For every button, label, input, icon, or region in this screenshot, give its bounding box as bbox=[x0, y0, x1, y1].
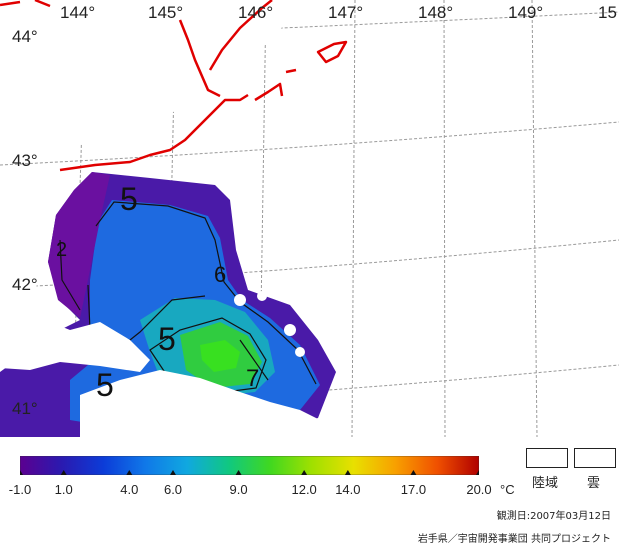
contour-label: 6 bbox=[214, 262, 226, 287]
cloud-cover bbox=[0, 0, 330, 437]
latitude-label: 44° bbox=[12, 27, 38, 46]
contour-label: 2 bbox=[56, 239, 67, 261]
longitude-label: 149° bbox=[508, 3, 544, 22]
longitude-label: 147° bbox=[328, 3, 364, 22]
contour-label: 5 bbox=[120, 181, 138, 217]
longitude-label: 145° bbox=[148, 3, 184, 22]
sst-warm-core bbox=[200, 340, 240, 372]
latitude-label: 42° bbox=[12, 275, 38, 294]
colorbar-tick-label: -1.0 bbox=[8, 482, 32, 497]
colorbar-tick-mark bbox=[410, 470, 417, 475]
colorbar-tick-mark bbox=[126, 470, 133, 475]
colorbar-tick-mark bbox=[476, 470, 479, 475]
contour-label: 7 bbox=[246, 365, 259, 392]
colorbar-tick-mark bbox=[20, 470, 23, 475]
temperature-colorbar bbox=[20, 456, 479, 475]
land-legend-label: 陸域 bbox=[532, 476, 559, 491]
land-legend-swatch bbox=[526, 448, 568, 468]
colorbar-tick-label: 17.0 bbox=[400, 482, 427, 497]
colorbar-unit: °C bbox=[500, 482, 515, 497]
colorbar-tick-label: 6.0 bbox=[163, 482, 183, 497]
credit-line: 岩手県／宇宙開発事業団 共同プロジェクト bbox=[417, 534, 611, 545]
colorbar-tick-mark bbox=[301, 470, 308, 475]
colorbar-tick-label: 1.0 bbox=[54, 482, 73, 497]
coastline bbox=[0, 0, 348, 172]
contour-label-group: 5 2 6 5 5 7 bbox=[56, 181, 259, 403]
colorbar-tick-label: 4.0 bbox=[120, 482, 139, 497]
colorbar-tick-label: 12.0 bbox=[291, 482, 317, 497]
observation-date: 観測日:2007年03月12日 bbox=[496, 511, 611, 522]
colorbar-tick-label: 9.0 bbox=[229, 482, 248, 497]
longitude-label: 148° bbox=[418, 3, 454, 22]
colorbar-tick-mark bbox=[344, 470, 351, 475]
latitude-label: 41° bbox=[12, 399, 38, 418]
contour-label: 5 bbox=[96, 367, 114, 403]
colorbar-tick-label: 14.0 bbox=[335, 482, 361, 497]
contour-label: 5 bbox=[158, 321, 176, 357]
colorbar-tick-label: 20.0 bbox=[466, 482, 492, 497]
latitude-label: 43° bbox=[12, 151, 38, 170]
cloud-legend-swatch bbox=[574, 448, 616, 468]
colorbar-tick-mark bbox=[170, 470, 176, 475]
longitude-label: 15 bbox=[598, 3, 617, 22]
colorbar-tick-mark bbox=[60, 470, 67, 475]
cloud-legend-label: 雲 bbox=[587, 476, 601, 491]
longitude-label: 146° bbox=[238, 3, 274, 22]
colorbar-tick-mark bbox=[235, 470, 242, 475]
longitude-label: 144° bbox=[60, 3, 96, 22]
sea-surface-temperature-map: 5 2 6 5 5 7 bbox=[0, 0, 619, 437]
